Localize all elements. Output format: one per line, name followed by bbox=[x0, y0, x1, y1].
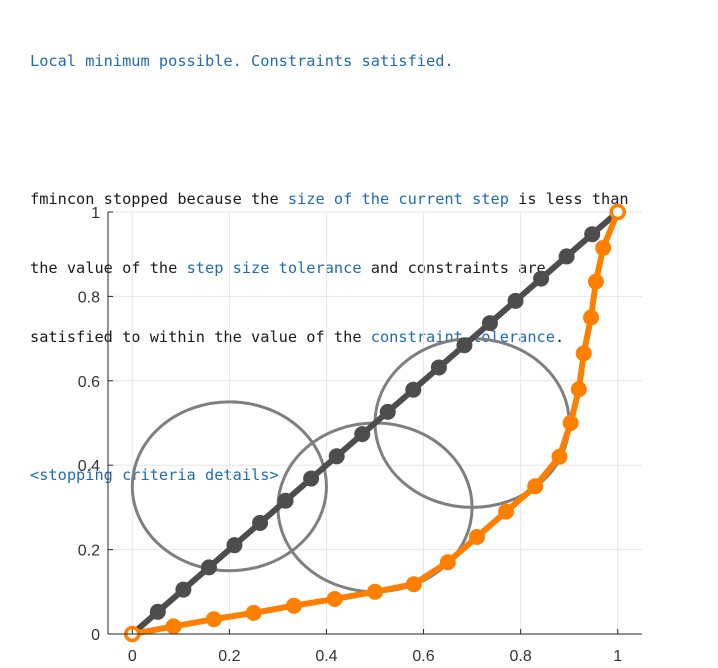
x-tick-label: 1 bbox=[613, 648, 622, 665]
y-tick-label: 0.2 bbox=[78, 543, 100, 560]
step-size-link[interactable]: size of the current step bbox=[287, 190, 509, 208]
initial-point-marker bbox=[405, 381, 422, 398]
initial-point-marker bbox=[354, 426, 371, 443]
optimal-point-marker bbox=[326, 590, 343, 607]
optimal-endpoint-marker bbox=[609, 203, 626, 221]
y-tick-label: 0.8 bbox=[78, 289, 100, 306]
optimal-point-marker bbox=[551, 448, 568, 465]
optimal-point-marker bbox=[439, 554, 456, 571]
y-tick-label: 0 bbox=[91, 627, 100, 644]
optimal-point-marker bbox=[367, 583, 383, 600]
message-text: fmincon stopped because the bbox=[30, 190, 288, 208]
optimal-point-marker bbox=[285, 597, 302, 614]
x-tick-label: 0.8 bbox=[510, 648, 532, 665]
initial-point-marker bbox=[149, 603, 166, 620]
optimal-point-marker bbox=[165, 618, 182, 635]
obstacle-circle bbox=[130, 400, 328, 573]
optimal-point-marker bbox=[245, 604, 262, 621]
optimal-point-marker bbox=[595, 239, 612, 256]
data-series bbox=[124, 203, 626, 643]
x-tick-label: 0.6 bbox=[412, 648, 434, 665]
x-tick-label: 0.4 bbox=[315, 648, 337, 665]
step-tolerance-link[interactable]: step size tolerance bbox=[186, 259, 362, 277]
y-tick-label: 0.6 bbox=[78, 374, 100, 391]
x-tick-label: 0.2 bbox=[218, 648, 240, 665]
initial-point-marker bbox=[584, 226, 601, 243]
y-tick-label: 0.4 bbox=[78, 458, 100, 475]
optimal-point-marker bbox=[587, 273, 604, 290]
initial-point-marker bbox=[456, 337, 473, 354]
initial-point-marker bbox=[303, 470, 320, 487]
initial-point-marker bbox=[328, 448, 345, 465]
initial-point-marker bbox=[481, 315, 498, 332]
stopping-criteria-link[interactable]: <stopping criteria details> bbox=[30, 466, 279, 484]
initial-point-marker bbox=[430, 359, 447, 376]
optimal-point-marker bbox=[468, 528, 485, 545]
x-tick-label: 0 bbox=[128, 648, 137, 665]
command-window-output: Local minimum possible. Constraints sati… bbox=[30, 4, 710, 510]
optimal-point-marker bbox=[205, 611, 222, 628]
initial-point-marker bbox=[226, 537, 243, 554]
initial-point-marker bbox=[379, 403, 396, 420]
optimal-point-marker bbox=[498, 503, 515, 520]
optimal-point-marker bbox=[562, 415, 579, 431]
message-text: satisfied to within the value of the bbox=[30, 328, 371, 346]
optimal-point-marker bbox=[405, 576, 422, 593]
message-text: is less than bbox=[508, 190, 629, 208]
initial-point-marker bbox=[507, 292, 524, 309]
initial-point-marker bbox=[252, 514, 269, 531]
initial-point-marker bbox=[533, 270, 550, 287]
optimal-point-marker bbox=[527, 478, 544, 495]
axes: 0 0.2 0.4 0.6 0.8 1 0 0.2 0.4 0.6 0.8 1 bbox=[78, 205, 642, 665]
optimal-point-marker bbox=[570, 381, 587, 398]
optimal-point-marker bbox=[583, 309, 600, 326]
message-text: the value of the bbox=[30, 259, 187, 277]
headline-link[interactable]: Local minimum possible. Constraints sati… bbox=[30, 52, 454, 70]
initial-point-marker bbox=[200, 559, 217, 576]
initial-point-marker bbox=[175, 581, 192, 598]
optimal-point-marker bbox=[575, 345, 592, 362]
y-tick-label: 1 bbox=[91, 205, 100, 222]
message-text: . bbox=[554, 328, 565, 346]
initial-point-marker bbox=[277, 492, 294, 509]
initial-point-marker bbox=[558, 248, 575, 265]
